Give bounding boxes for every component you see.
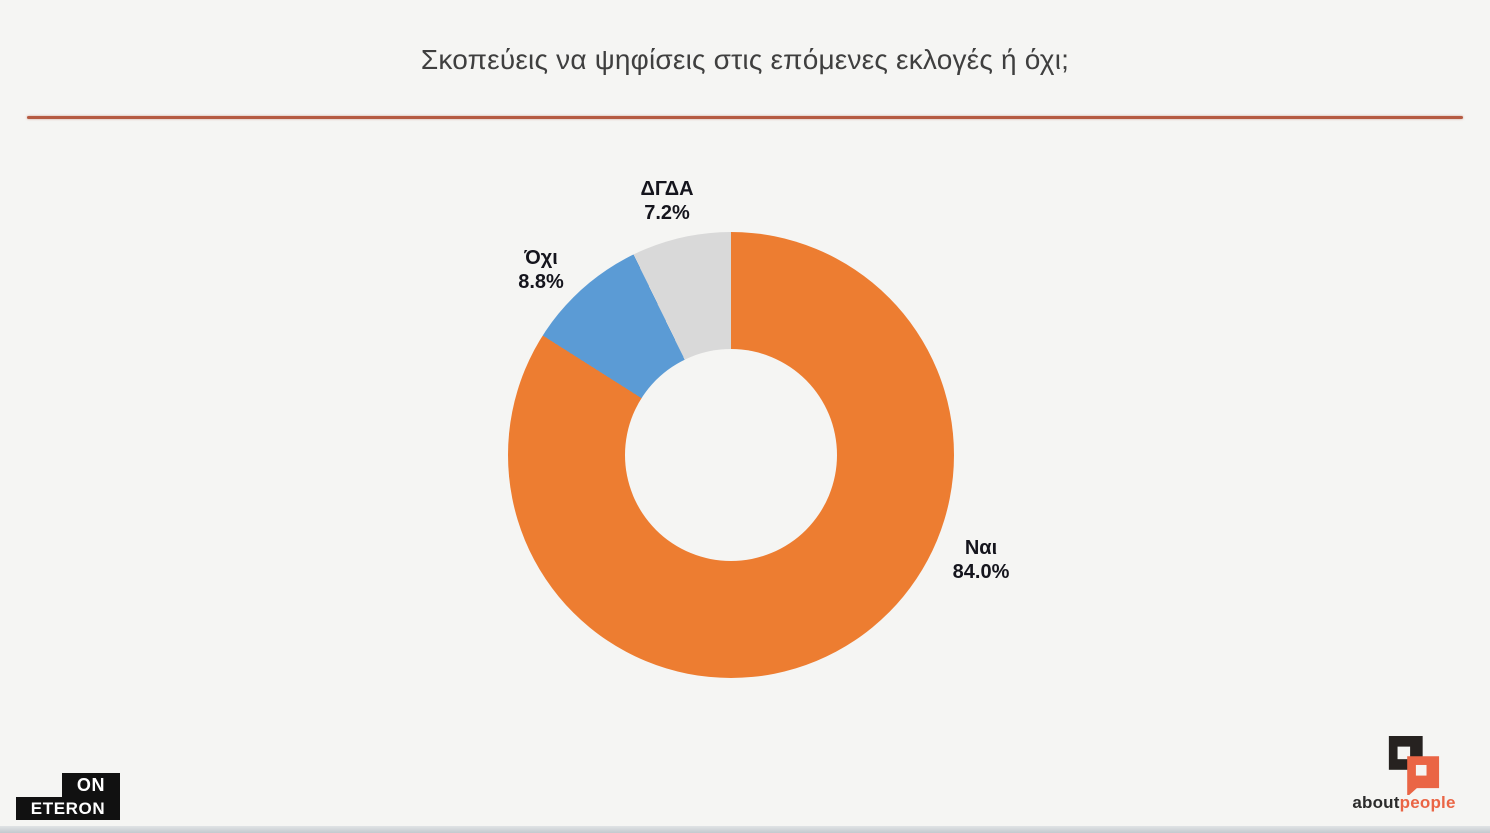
aboutpeople-logo-icon	[1388, 736, 1440, 795]
slice-label-oxi-name: Όχι	[524, 247, 558, 269]
slice-label-dgda-pct: 7.2%	[644, 202, 690, 224]
page-title: Σκοπεύεις να ψηφίσεις στις επόμενες εκλο…	[420, 44, 1070, 75]
donut-hole	[625, 349, 837, 561]
aboutpeople-text-about: about	[1352, 793, 1400, 812]
slice-label-dgda: ΔΓΔΑ 7.2%	[640, 177, 693, 225]
bottom-bar	[0, 826, 1490, 833]
slice-label-nai-name: Ναι	[964, 537, 998, 559]
slice-label-nai-pct: 84.0%	[952, 561, 1010, 583]
aboutpeople-logo: aboutpeople	[1343, 733, 1465, 813]
slice-label-oxi-pct: 8.8%	[518, 271, 564, 293]
slice-label-nai: Ναι 84.0%	[953, 536, 1010, 584]
slice-label-dgda-name: ΔΓΔΑ	[640, 178, 694, 200]
eteron-logo: ON ETERON	[16, 773, 120, 820]
eteron-logo-eteron: ETERON	[16, 797, 120, 820]
donut-chart	[508, 232, 954, 678]
aboutpeople-logo-text: aboutpeople	[1343, 793, 1465, 813]
divider-line	[27, 116, 1463, 119]
aboutpeople-text-people: people	[1399, 793, 1456, 812]
slice-label-oxi: Όχι 8.8%	[518, 246, 564, 294]
eteron-logo-on: ON	[62, 773, 120, 797]
